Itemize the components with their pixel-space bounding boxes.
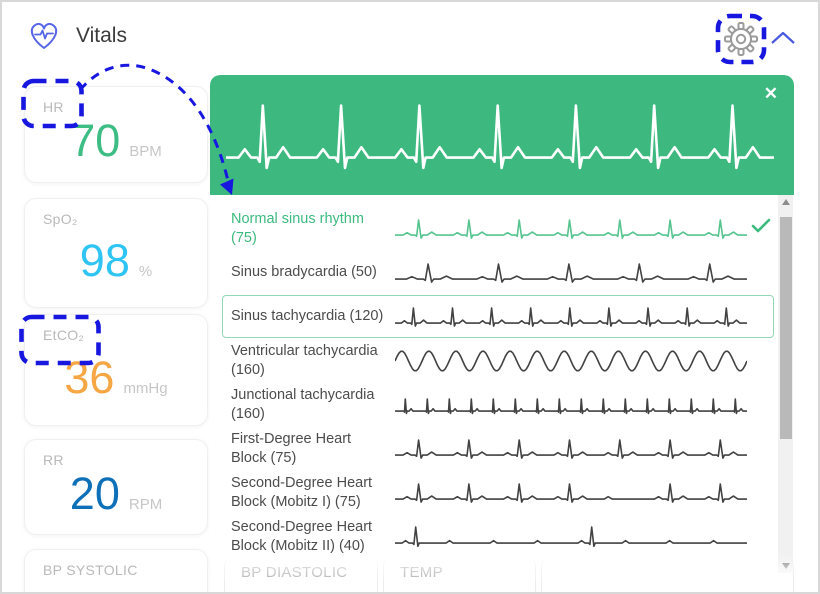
rhythm-waveform-nsr [395, 218, 747, 239]
heart-vitals-icon [26, 18, 62, 54]
rhythm-option-label: First-Degree Heart Block (75) [231, 431, 352, 466]
vital-card-etco2[interactable]: EtCO₂ 36 mmHg [24, 314, 208, 426]
selected-check-icon [751, 218, 775, 239]
vital-card-bp-systolic[interactable]: BP SYSTOLIC [24, 549, 208, 592]
scrollbar-thumb[interactable] [779, 217, 792, 439]
rhythm-waveform-brady [395, 262, 747, 283]
rr-value: 20 [69, 467, 120, 519]
hr-value: 70 [70, 115, 121, 167]
rhythm-popup-header: ✕ [210, 75, 794, 195]
vital-card-rr[interactable]: RR 20 RPM [24, 439, 208, 535]
rhythm-option-label: Second-Degree Heart Block (Mobitz II) (4… [231, 519, 373, 554]
rhythm-waveform-mobitz1 [395, 482, 747, 503]
settings-gear-icon[interactable] [722, 20, 760, 58]
bp-systolic-label: BP SYSTOLIC [43, 562, 138, 578]
rhythm-option-label: Sinus tachycardia (120) [231, 308, 384, 325]
etco2-label: EtCO₂ [43, 327, 85, 343]
vital-card-hr[interactable]: HR 70 BPM [24, 86, 208, 183]
scrollbar-down-arrow-icon[interactable] [778, 559, 793, 573]
spo2-value: 98 [79, 234, 130, 286]
rhythm-list: Normal sinus rhythm (75) Sinus bradycardi… [210, 195, 778, 580]
vital-card-spo2[interactable]: SpO₂ 98 % [24, 198, 208, 308]
rr-label: RR [43, 452, 64, 468]
rr-unit: RPM [128, 495, 163, 513]
collapse-chevron-up-icon[interactable] [768, 28, 798, 50]
rhythm-picker-popup: ✕ Normal sinus rhythm (75) Sinus bradycar… [210, 75, 794, 580]
etco2-unit: mmHg [123, 379, 168, 397]
rhythm-waveform-vtach [395, 350, 747, 371]
rhythm-waveform-firstdeg [395, 438, 747, 459]
rhythm-option-label: Normal sinus rhythm (75) [231, 211, 364, 246]
rhythm-waveform-junctional [395, 397, 747, 414]
rhythm-option-label: Junctional tachycardia (160) [231, 387, 375, 422]
rhythm-option-nsr[interactable]: Normal sinus rhythm (75) [222, 207, 774, 250]
hr-unit: BPM [129, 143, 162, 161]
rhythm-option-mobitz1[interactable]: Second-Degree Heart Block (Mobitz I) (75… [222, 471, 774, 514]
hr-label: HR [43, 99, 64, 115]
page-title: Vitals [76, 24, 127, 47]
scrollbar[interactable] [778, 195, 793, 573]
rhythm-option-junctional[interactable]: Junctional tachycardia (160) [222, 383, 774, 426]
rhythm-option-mobitz2[interactable]: Second-Degree Heart Block (Mobitz II) (4… [222, 515, 774, 558]
rhythm-option-tachy[interactable]: Sinus tachycardia (120) [222, 295, 774, 338]
close-icon[interactable]: ✕ [763, 84, 778, 103]
scrollbar-up-arrow-icon[interactable] [778, 195, 793, 209]
spo2-unit: % [138, 262, 153, 280]
rhythm-option-firstdeg[interactable]: First-Degree Heart Block (75) [222, 427, 774, 470]
rhythm-waveform-mobitz2 [395, 525, 747, 547]
rhythm-option-label: Second-Degree Heart Block (Mobitz I) (75… [231, 475, 373, 510]
rhythm-waveform-tachy [395, 306, 747, 327]
header-ecg-waveform [226, 104, 774, 170]
rhythm-option-vtach[interactable]: Ventricular tachycardia (160) [222, 339, 774, 382]
etco2-value: 36 [64, 351, 115, 403]
rhythm-option-label: Ventricular tachycardia (160) [231, 343, 378, 378]
rhythm-option-label: Sinus bradycardia (50) [231, 264, 377, 281]
spo2-label: SpO₂ [43, 211, 78, 227]
rhythm-option-brady[interactable]: Sinus bradycardia (50) [222, 251, 774, 294]
